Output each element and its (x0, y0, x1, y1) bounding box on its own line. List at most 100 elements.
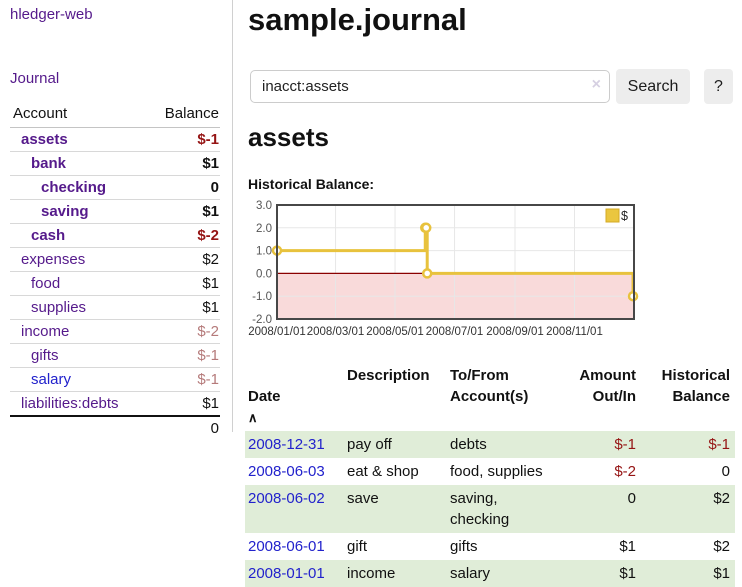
txn-header-description: Description (347, 367, 430, 384)
account-balance: $-1 (146, 343, 220, 368)
account-link-food[interactable]: food (31, 275, 61, 292)
account-link-supplies[interactable]: supplies (31, 299, 87, 316)
account-cell: assets (10, 128, 147, 152)
account-cell: food (10, 271, 147, 296)
y-tick-label: 0.0 (256, 268, 272, 280)
account-balance: $-1 (197, 131, 219, 148)
account-cell: cash (10, 223, 147, 248)
chart-title: Historical Balance: (248, 176, 375, 192)
account-cell: saving (10, 199, 147, 224)
x-tick-label: 2008/01/01 (248, 326, 306, 338)
txn-balance-cell: $2 (713, 490, 730, 507)
txn-header-date[interactable]: Date ∧ (245, 362, 344, 431)
search-button[interactable]: Search (616, 69, 690, 104)
account-cell: income (10, 319, 147, 344)
txn-description-cell: pay off (347, 436, 392, 453)
app-title-link[interactable]: hledger-web (10, 6, 93, 23)
transaction-date-link[interactable]: 2008-12-31 (248, 436, 325, 453)
help-button[interactable]: ? (704, 69, 733, 104)
account-link-cash[interactable]: cash (31, 227, 66, 244)
account-row: cash $-2 (10, 223, 220, 248)
txn-description-cell: gift (347, 538, 368, 555)
x-tick-label: 2008/03/01 (307, 326, 365, 338)
legend-label: $ (621, 209, 628, 223)
account-balance: $1 (146, 271, 220, 296)
account-balance: 0 (146, 175, 220, 200)
txn-balance-cell: $2 (713, 538, 730, 555)
account-cell: supplies (10, 295, 147, 320)
account-row: food $1 (10, 271, 220, 296)
transaction-row: 2008-06-02 save saving, checking 0 $2 (245, 485, 735, 533)
clear-search-icon[interactable]: × (591, 76, 601, 93)
account-cell: expenses (10, 247, 147, 272)
x-tick-label: 2008/11/01 (546, 326, 603, 338)
account-row: expenses $2 (10, 247, 220, 272)
accounts-total-spacer (10, 415, 147, 440)
txn-header-date-label: Date (248, 388, 281, 405)
account-link-gifts[interactable]: gifts (31, 347, 59, 364)
x-tick-label: 2008/09/01 (486, 326, 544, 338)
search-input[interactable] (250, 70, 610, 103)
account-cell: bank (10, 151, 147, 176)
plot-border (276, 204, 635, 320)
accounts-table: Account Balance assets $-1 bank $1 checking 0… (10, 102, 220, 440)
account-row: supplies $1 (10, 295, 220, 320)
txn-date-cell: 2008-06-03 (245, 458, 344, 485)
account-link-bank[interactable]: bank (31, 155, 67, 172)
account-row: bank $1 (10, 151, 220, 176)
account-link-assets[interactable]: assets (21, 131, 68, 148)
account-balance: $2 (146, 247, 220, 272)
account-link-checking[interactable]: checking (41, 179, 107, 196)
txn-balance-cell: $1 (713, 565, 730, 582)
account-row: income $-2 (10, 319, 220, 344)
transaction-date-link[interactable]: 2008-06-02 (248, 490, 325, 507)
transaction-row: 2008-12-31 pay off debts $-1 $-1 (245, 431, 735, 458)
txn-header-amount: Amount Out/In (579, 367, 636, 405)
txn-date-cell: 2008-06-02 (245, 485, 344, 533)
account-balance: $1 (146, 295, 220, 320)
sidebar: hledger-web Journal Account Balance asse… (0, 0, 233, 440)
txn-amount-cell: $1 (619, 565, 636, 582)
txn-amount-cell: 0 (627, 490, 636, 507)
transaction-date-link[interactable]: 2008-01-01 (248, 565, 325, 582)
x-tick-label: 2008/07/01 (426, 326, 484, 338)
sidebar-item-journal[interactable]: Journal (10, 70, 60, 87)
txn-date-cell: 2008-01-01 (245, 560, 344, 587)
account-link-liabilities-debts[interactable]: liabilities:debts (21, 395, 119, 412)
account-balance: $1 (146, 151, 220, 176)
account-row: liabilities:debts $1 (10, 391, 220, 416)
accounts-total-row: 0 (10, 415, 220, 440)
transaction-date-link[interactable]: 2008-06-01 (248, 538, 325, 555)
account-link-salary[interactable]: salary (31, 371, 72, 388)
historical-balance-chart: 3.0 2.0 1.0 0.0 -1.0 -2.0 2008/01/01 2008/03/01… (240, 200, 642, 345)
account-link-saving[interactable]: saving (41, 203, 89, 220)
transaction-row: 2008-06-01 gift gifts $1 $2 (245, 533, 735, 560)
data-point-marker (420, 222, 432, 234)
transactions-table: Date ∧ Description To/From Account(s) Am… (245, 362, 735, 587)
account-row: assets $-1 (10, 128, 220, 152)
accounts-total-value: 0 (146, 415, 220, 440)
y-tick-label: 3.0 (256, 200, 272, 212)
account-row: saving $1 (10, 199, 220, 224)
account-row: checking 0 (10, 175, 220, 200)
legend-swatch (605, 208, 620, 223)
transaction-row: 2008-06-03 eat & shop food, supplies $-2 0 (245, 458, 735, 485)
txn-accounts-cell: saving, checking (450, 490, 510, 528)
account-link-expenses[interactable]: expenses (21, 251, 86, 268)
txn-balance-cell: $-1 (708, 436, 730, 453)
account-balance: $-2 (146, 319, 220, 344)
account-balance: $-1 (146, 367, 220, 392)
account-heading: assets (248, 122, 329, 152)
txn-header-tofrom: To/From Account(s) (450, 367, 529, 405)
y-tick-label: -2.0 (252, 314, 272, 326)
account-balance: $1 (146, 391, 220, 416)
x-tick-label: 2008/05/01 (366, 326, 424, 338)
account-link-income[interactable]: income (21, 323, 70, 340)
accounts-table-body: assets $-1 bank $1 checking 0 saving $1 cash $-2 e… (10, 128, 220, 416)
data-point-marker (421, 268, 433, 279)
txn-accounts-cell: food, supplies (450, 463, 543, 480)
account-balance: $-2 (146, 223, 220, 248)
transaction-date-link[interactable]: 2008-06-03 (248, 463, 325, 480)
account-cell: gifts (10, 343, 147, 368)
account-cell: checking (10, 175, 147, 200)
